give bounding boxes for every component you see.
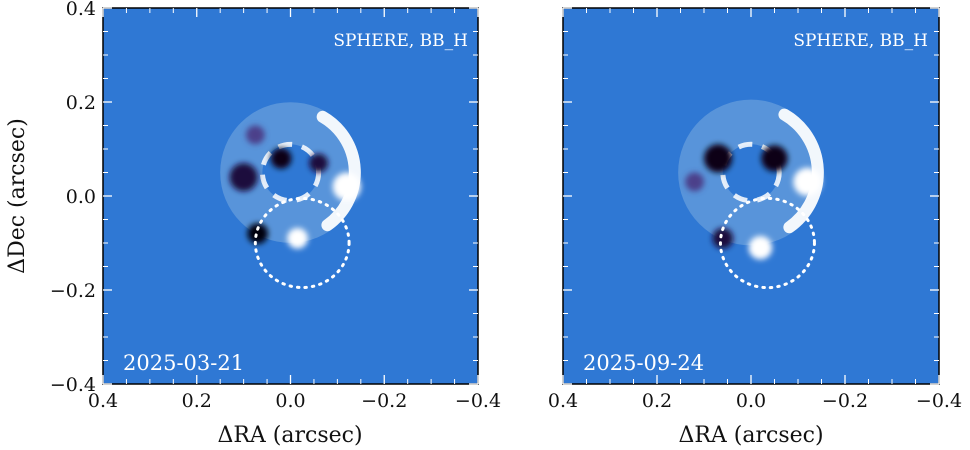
x-tick-label: 0.2 <box>182 390 212 412</box>
panel-1-xlabel: ΔRA (arcsec) <box>217 423 362 448</box>
speckle-blob <box>309 153 328 173</box>
panel-1: 0.4 0.2 0.0 −0.2 −0.40.40.20.0−0.2−0.4 SPHER… <box>5 0 501 448</box>
panel-2-xlabel: ΔRA (arcsec) <box>678 423 823 448</box>
x-tick-label: 0.0 <box>736 390 766 412</box>
y-tick-label: 0.4 <box>66 0 96 20</box>
x-tick-label: 0.4 <box>88 390 118 412</box>
speckle-blob <box>761 145 788 172</box>
speckle-blob <box>229 163 258 192</box>
speckle-blob <box>245 125 265 145</box>
panel-1-instrument-label: SPHERE, BB_H <box>333 31 468 51</box>
x-tick-label: −0.2 <box>822 390 868 412</box>
x-tick-label: −0.2 <box>361 390 407 412</box>
panel-2: 0.4 0.2 0.0 −0.2 −0.4 SPHERE, BB_H 2025-09-2… <box>548 7 962 448</box>
speckle-blob <box>247 223 268 244</box>
mask-edge <box>720 141 782 204</box>
speckle-blob <box>748 235 773 260</box>
dotted-ellipse <box>718 196 816 290</box>
speckle-blob <box>270 148 292 169</box>
speckle-blob <box>704 144 733 173</box>
y-tick-label: 0.2 <box>66 92 96 114</box>
bright-arc <box>316 110 361 232</box>
panel-1-image <box>103 8 478 384</box>
panel-1-date-label: 2025-03-21 <box>123 351 244 375</box>
panel-2-date-label: 2025-09-24 <box>583 351 704 375</box>
x-tick-label: −0.4 <box>916 390 962 412</box>
x-tick-label: −0.4 <box>455 390 501 412</box>
panel-2-image <box>563 8 939 384</box>
x-tick-label: 0.0 <box>275 390 305 412</box>
residual-ring <box>678 99 824 246</box>
y-tick-label: −0.2 <box>50 280 96 302</box>
dotted-ellipse <box>253 196 351 290</box>
speckle-blob <box>712 227 734 249</box>
speckle-blob <box>685 172 704 192</box>
x-tick-label: 0.2 <box>642 390 672 412</box>
y-tick-label: −0.4 <box>50 374 96 396</box>
panel-1-ylabel: ΔDec (arcsec) <box>5 118 30 274</box>
speckle-blob <box>287 227 308 249</box>
mask-edge <box>259 141 322 204</box>
panel-2-instrument-label: SPHERE, BB_H <box>793 31 928 51</box>
y-tick-label: 0.0 <box>66 186 96 208</box>
x-tick-label: 0.4 <box>548 390 578 412</box>
